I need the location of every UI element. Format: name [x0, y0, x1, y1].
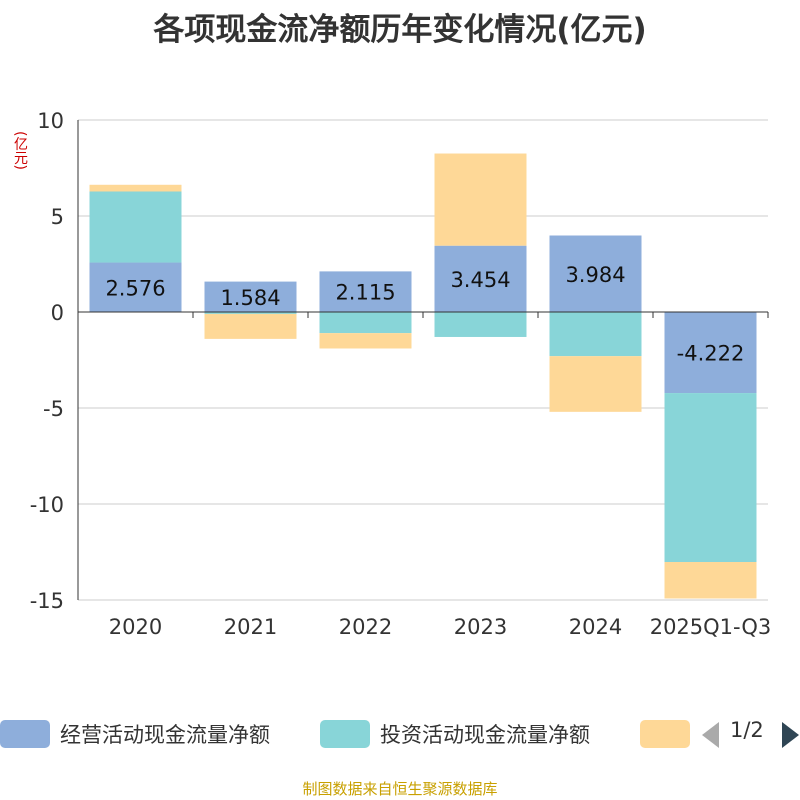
bar-operating-2 [319, 271, 412, 312]
legend-swatch-operating [0, 720, 50, 748]
bar-financing-5 [664, 562, 757, 599]
bar-financing-4 [549, 356, 642, 412]
legend-label-investing: 投资活动现金流量净额 [380, 723, 590, 747]
legend-page-indicator: 1/2 [730, 718, 764, 742]
chart-title: 各项现金流净额历年变化情况(亿元) [153, 12, 647, 48]
legend-item-investing[interactable]: 投资活动现金流量净额 [320, 718, 590, 750]
bar-operating-1 [204, 281, 297, 312]
y-axis-unit-label: (亿元) [12, 130, 28, 170]
bar-financing-0 [89, 184, 182, 192]
bar-investing-5 [664, 393, 757, 563]
legend-prev-page-icon[interactable] [702, 722, 719, 748]
legend-item-operating[interactable]: 经营活动现金流量净额 [0, 718, 270, 750]
legend-next-page-icon[interactable] [782, 722, 799, 748]
legend-swatch-investing [320, 720, 370, 748]
y-tick-label: 5 [51, 205, 64, 229]
y-tick-label: -15 [30, 589, 64, 613]
bar-operating-5 [664, 312, 757, 394]
data-label-operating-4: 3.984 [565, 263, 625, 287]
bar-financing-2 [319, 333, 412, 349]
legend-label-operating: 经营活动现金流量净额 [60, 723, 270, 747]
x-tick-label-5: 2025Q1-Q3 [650, 615, 772, 639]
x-tick-label-3: 2023 [454, 615, 507, 639]
bar-investing-2 [319, 312, 412, 334]
bar-operating-4 [549, 235, 642, 312]
x-tick-label-0: 2020 [109, 615, 162, 639]
data-label-operating-0: 2.576 [105, 276, 165, 300]
data-label-operating-5: -4.222 [677, 342, 745, 366]
x-tick-label-4: 2024 [569, 615, 622, 639]
bar-operating-3 [434, 245, 527, 312]
x-tick-label-2: 2022 [339, 615, 392, 639]
y-tick-label: -5 [43, 397, 64, 421]
source-note: 制图数据来自恒生聚源数据库 [302, 780, 498, 798]
y-tick-label: 10 [37, 109, 64, 133]
bar-investing-3 [434, 312, 527, 337]
y-tick-label: -10 [30, 493, 64, 517]
y-tick-label: 0 [51, 301, 64, 325]
bar-financing-1 [204, 313, 297, 339]
data-label-operating-2: 2.115 [335, 281, 395, 305]
bar-investing-0 [89, 191, 182, 263]
chart-plot: 10 5 0 -5 -10 -15 2.576 1.584 2.115 3.454 3.984 -4.… [30, 109, 772, 639]
bar-investing-1 [204, 312, 297, 314]
x-tick-label-1: 2021 [224, 615, 277, 639]
bar-investing-4 [549, 312, 642, 357]
bar-financing-3 [434, 153, 527, 246]
data-label-operating-1: 1.584 [220, 286, 280, 310]
data-label-operating-3: 3.454 [450, 268, 510, 292]
legend-swatch-financing [640, 720, 690, 748]
bar-operating-0 [89, 262, 182, 312]
legend-item-financing[interactable] [640, 718, 690, 750]
